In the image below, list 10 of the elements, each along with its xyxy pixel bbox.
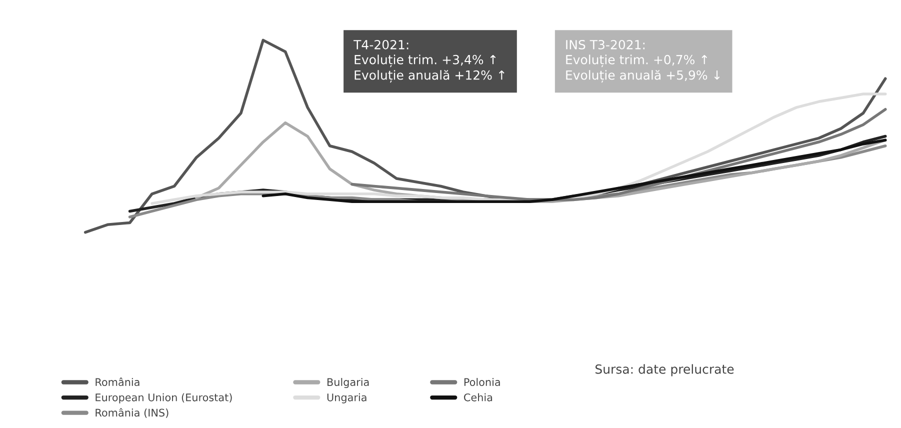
legend-label: România (INS) bbox=[96, 408, 168, 418]
text: Sursa: date prelucrate bbox=[595, 364, 734, 376]
legend-label: European Union (Eurostat) bbox=[96, 393, 232, 404]
annotation: T4-2021: Evoluție trim. +3,4% ↑ Evoluție anuală +12% ↑ bbox=[354, 40, 504, 83]
annotation: INS T3-2021: Evoluție trim. +0,7% ↑ Evoluție anuală +5,9% ↓ bbox=[566, 40, 720, 83]
legend-label: Bulgaria bbox=[327, 378, 369, 388]
legend-label: România bbox=[96, 378, 140, 386]
legend-label: Polonia bbox=[464, 378, 500, 386]
legend-label: Ungaria bbox=[327, 393, 366, 404]
legend-label: Cehia bbox=[464, 393, 492, 402]
